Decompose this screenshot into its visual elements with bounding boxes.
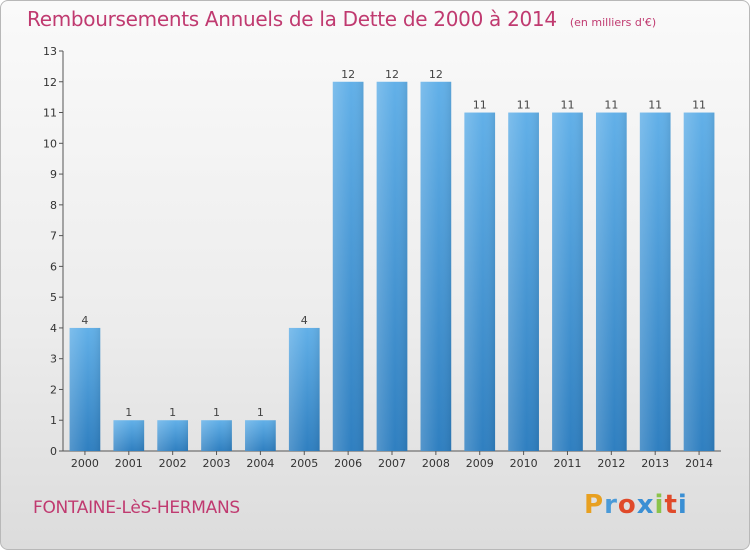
data-label: 1 (213, 406, 220, 419)
logo-letter: t (664, 490, 678, 520)
bar-shade-2001 (113, 420, 145, 451)
x-tick-label: 2010 (510, 457, 538, 470)
x-tick-label: 2003 (203, 457, 231, 470)
y-tick-label: 8 (50, 199, 57, 212)
x-tick-label: 2011 (553, 457, 581, 470)
bar-shade-2013 (639, 112, 671, 452)
bar-shade-2005 (288, 327, 320, 451)
bar-shade-2006 (332, 81, 364, 452)
y-tick-label: 3 (50, 353, 57, 366)
bar-shade-2000 (69, 327, 101, 451)
y-tick-label: 9 (50, 168, 57, 181)
data-label: 1 (257, 406, 264, 419)
y-tick-label: 7 (50, 230, 57, 243)
y-tick-label: 13 (43, 45, 57, 58)
data-label: 1 (169, 406, 176, 419)
y-tick-label: 1 (50, 414, 57, 427)
data-label: 1 (125, 406, 132, 419)
y-tick-label: 2 (50, 383, 57, 396)
data-label: 11 (560, 99, 574, 112)
y-tick-label: 12 (43, 76, 57, 89)
logo-letter: i (677, 490, 688, 520)
y-tick-label: 4 (50, 322, 57, 335)
logo-letter: x (636, 490, 655, 520)
x-tick-label: 2000 (71, 457, 99, 470)
labels: 4 2000 1 2001 1 2002 1 2003 1 2004 4 2005 12 2006 12 20… (71, 68, 713, 470)
commune-name: FONTAINE-LèS-HERMANS (33, 498, 240, 518)
data-label: 11 (604, 99, 618, 112)
bar-shade-2003 (201, 420, 232, 451)
y-tick-label: 5 (50, 291, 57, 304)
bar-shade-2008 (420, 81, 452, 452)
x-tick-label: 2002 (159, 457, 187, 470)
logo-letter: r (604, 490, 618, 520)
x-tick-label: 2007 (378, 457, 406, 470)
bar-shade-2002 (157, 420, 189, 451)
data-label: 11 (648, 99, 662, 112)
bar-shade-2012 (595, 112, 627, 452)
data-label: 12 (385, 68, 399, 81)
x-tick-label: 2008 (422, 457, 450, 470)
y-tick-label: 6 (50, 260, 57, 273)
bar-shade-2004 (245, 420, 276, 451)
bar-shade-2014 (683, 112, 715, 452)
bar-shade-2010 (508, 112, 539, 452)
y-tick-label: 11 (43, 107, 57, 120)
data-label: 11 (692, 99, 706, 112)
title-text: Remboursements Annuels de la Dette de 20… (27, 7, 557, 31)
bar-shade-2007 (376, 81, 408, 452)
x-tick-label: 2004 (246, 457, 274, 470)
x-tick-label: 2001 (115, 457, 143, 470)
chart-title: Remboursements Annuels de la Dette de 20… (27, 7, 656, 31)
proxiti-logo: Proxiti (584, 490, 688, 520)
data-label: 12 (341, 68, 355, 81)
data-label: 11 (473, 99, 487, 112)
logo-letter: P (584, 490, 605, 520)
x-tick-label: 2009 (466, 457, 494, 470)
x-tick-label: 2013 (641, 457, 669, 470)
bar-shade-2009 (464, 112, 496, 452)
data-label: 4 (81, 314, 88, 327)
data-label: 4 (301, 314, 308, 327)
unit-label: (en milliers d'€) (569, 16, 657, 29)
x-tick-label: 2005 (290, 457, 318, 470)
y-tick-label: 10 (43, 137, 57, 150)
x-tick-label: 2006 (334, 457, 362, 470)
x-tick-label: 2012 (597, 457, 625, 470)
logo-letter: i (654, 490, 665, 520)
data-label: 12 (429, 68, 443, 81)
logo-letter: o (617, 490, 637, 520)
bar-shade-2011 (552, 112, 583, 452)
x-tick-label: 2014 (685, 457, 713, 470)
y-tick-label: 0 (50, 445, 57, 458)
bars (69, 81, 715, 452)
data-label: 11 (517, 99, 531, 112)
